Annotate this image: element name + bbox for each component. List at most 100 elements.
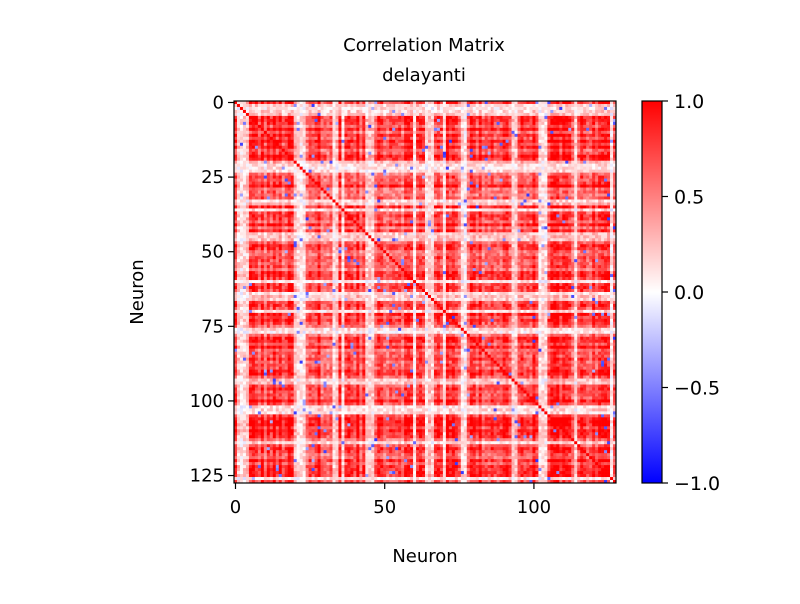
heatmap-cell bbox=[329, 190, 333, 194]
heatmap-cell bbox=[466, 154, 471, 159]
heatmap-cell bbox=[392, 130, 396, 135]
heatmap-cell bbox=[308, 154, 312, 159]
heatmap-cell bbox=[592, 160, 596, 165]
heatmap-cell bbox=[499, 106, 503, 111]
heatmap-cell bbox=[451, 211, 456, 215]
heatmap-cell bbox=[601, 101, 605, 105]
heatmap-cell bbox=[472, 199, 477, 203]
heatmap-cell bbox=[395, 130, 399, 135]
heatmap-cell bbox=[329, 101, 333, 105]
heatmap-cell bbox=[374, 139, 378, 144]
heatmap-cell bbox=[610, 166, 614, 170]
heatmap-cell bbox=[460, 154, 465, 159]
heatmap-cell bbox=[463, 145, 468, 150]
heatmap-cell bbox=[290, 151, 295, 156]
heatmap-cell bbox=[463, 112, 468, 117]
heatmap-cell bbox=[535, 163, 539, 167]
heatmap-cell bbox=[607, 130, 611, 135]
heatmap-cell bbox=[433, 178, 438, 182]
heatmap-cell bbox=[496, 163, 500, 167]
heatmap-cell bbox=[571, 112, 575, 117]
heatmap-cell bbox=[577, 202, 581, 206]
heatmap-cell bbox=[544, 208, 548, 212]
heatmap-cell bbox=[463, 103, 468, 108]
heatmap-cell bbox=[439, 112, 444, 117]
heatmap-cell bbox=[589, 124, 593, 129]
heatmap-cell bbox=[463, 214, 468, 218]
heatmap-cell bbox=[499, 121, 503, 126]
heatmap-cell bbox=[598, 160, 602, 165]
heatmap-cell bbox=[517, 145, 521, 150]
heatmap-cell bbox=[472, 181, 477, 185]
heatmap-cell bbox=[266, 148, 271, 153]
heatmap-cell bbox=[407, 145, 411, 150]
heatmap-cell bbox=[356, 205, 360, 209]
heatmap-cell bbox=[308, 148, 312, 153]
heatmap-cell bbox=[607, 190, 611, 194]
heatmap-cell bbox=[481, 172, 486, 176]
heatmap-cell bbox=[305, 101, 309, 105]
heatmap-cell bbox=[505, 136, 509, 141]
heatmap-cell bbox=[559, 121, 563, 126]
heatmap-cell bbox=[239, 187, 244, 191]
heatmap-cell bbox=[344, 124, 348, 129]
heatmap-cell bbox=[254, 151, 259, 156]
heatmap-cell bbox=[508, 169, 512, 173]
heatmap-cell bbox=[598, 163, 602, 167]
heatmap-cell bbox=[520, 214, 524, 218]
heatmap-cell bbox=[374, 154, 378, 159]
heatmap-cell bbox=[526, 136, 530, 141]
heatmap-cell bbox=[607, 172, 611, 176]
heatmap-cell bbox=[401, 136, 405, 141]
heatmap-cell bbox=[430, 130, 435, 135]
heatmap-cell bbox=[529, 196, 533, 200]
heatmap-cell bbox=[269, 136, 274, 141]
heatmap-cell bbox=[589, 175, 593, 179]
heatmap-cell bbox=[386, 118, 390, 123]
heatmap-cell bbox=[398, 208, 402, 212]
heatmap-cell bbox=[356, 190, 360, 194]
heatmap-cell bbox=[362, 154, 366, 159]
heatmap-cell bbox=[290, 172, 295, 176]
heatmap-cell bbox=[260, 101, 265, 105]
heatmap-cell bbox=[341, 103, 345, 108]
heatmap-cell bbox=[580, 127, 584, 132]
heatmap-cell bbox=[326, 172, 330, 176]
heatmap-cell bbox=[311, 130, 315, 135]
heatmap-cell bbox=[475, 166, 480, 170]
heatmap-cell bbox=[362, 196, 366, 200]
heatmap-cell bbox=[547, 136, 551, 141]
heatmap-cell bbox=[499, 127, 503, 132]
heatmap-cell bbox=[413, 208, 417, 212]
heatmap-cell bbox=[251, 136, 256, 141]
heatmap-cell bbox=[422, 181, 426, 185]
heatmap-cell bbox=[481, 211, 486, 215]
heatmap-cell bbox=[448, 127, 453, 132]
heatmap-cell bbox=[604, 130, 608, 135]
heatmap-cell bbox=[475, 172, 480, 176]
heatmap-cell bbox=[260, 196, 265, 200]
heatmap-cell bbox=[416, 148, 420, 153]
heatmap-cell bbox=[595, 118, 599, 123]
heatmap-cell bbox=[347, 208, 351, 212]
heatmap-cell bbox=[472, 160, 477, 165]
heatmap-cell bbox=[311, 208, 315, 212]
heatmap-cell bbox=[496, 103, 500, 108]
heatmap-cell bbox=[478, 133, 483, 138]
heatmap-cell bbox=[398, 142, 402, 147]
heatmap-cell bbox=[577, 103, 581, 108]
heatmap-cell bbox=[457, 142, 462, 147]
heatmap-cell bbox=[553, 193, 557, 197]
heatmap-cell bbox=[589, 145, 593, 150]
heatmap-cell bbox=[281, 208, 286, 212]
heatmap-cell bbox=[607, 199, 611, 203]
heatmap-cell bbox=[329, 196, 333, 200]
heatmap-cell bbox=[496, 187, 500, 191]
heatmap-cell bbox=[248, 169, 253, 173]
heatmap-cell bbox=[514, 142, 518, 147]
heatmap-cell bbox=[613, 166, 617, 170]
heatmap-cell bbox=[371, 142, 375, 147]
heatmap-cell bbox=[448, 154, 453, 159]
heatmap-cell bbox=[445, 199, 450, 203]
heatmap-cell bbox=[380, 205, 384, 209]
